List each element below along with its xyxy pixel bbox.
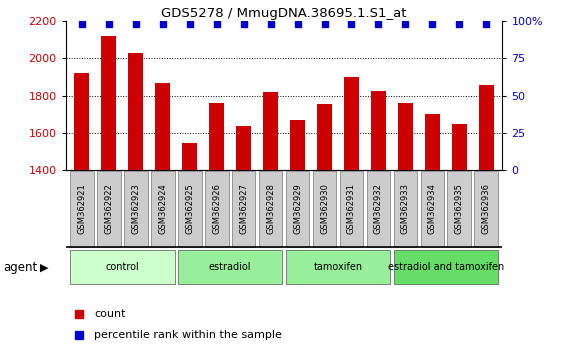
FancyBboxPatch shape [70,250,175,284]
Bar [102,36,116,170]
Text: GSM362934: GSM362934 [428,183,437,234]
Bar [290,120,305,170]
FancyBboxPatch shape [124,171,148,247]
FancyBboxPatch shape [178,250,283,284]
FancyBboxPatch shape [393,171,417,247]
Bar [209,103,224,170]
Bar [452,124,467,170]
FancyBboxPatch shape [313,171,336,247]
FancyBboxPatch shape [205,171,228,247]
FancyBboxPatch shape [393,250,498,284]
Bar [398,103,413,170]
Text: GSM362933: GSM362933 [401,183,410,234]
Text: GSM362929: GSM362929 [293,183,302,234]
Text: GSM362935: GSM362935 [455,183,464,234]
FancyBboxPatch shape [151,171,175,247]
Text: GSM362922: GSM362922 [104,183,113,234]
Text: GSM362925: GSM362925 [185,183,194,234]
Text: estradiol: estradiol [209,262,251,272]
Text: control: control [106,262,139,272]
FancyBboxPatch shape [70,171,94,247]
Text: GSM362923: GSM362923 [131,183,140,234]
Bar [425,114,440,170]
FancyBboxPatch shape [286,250,391,284]
FancyBboxPatch shape [97,171,120,247]
Bar [479,85,494,170]
Text: GSM362936: GSM362936 [482,183,491,234]
Bar [155,84,170,170]
Text: GSM362926: GSM362926 [212,183,221,234]
FancyBboxPatch shape [232,171,255,247]
Text: count: count [94,309,126,319]
Text: GSM362921: GSM362921 [77,183,86,234]
Text: agent: agent [3,261,37,274]
FancyBboxPatch shape [475,171,498,247]
Text: percentile rank within the sample: percentile rank within the sample [94,330,282,341]
Bar [128,53,143,170]
FancyBboxPatch shape [340,171,363,247]
Text: GSM362928: GSM362928 [266,183,275,234]
FancyBboxPatch shape [420,171,444,247]
FancyBboxPatch shape [367,171,391,247]
FancyBboxPatch shape [286,171,309,247]
Bar [344,77,359,170]
Text: GSM362931: GSM362931 [347,183,356,234]
Text: estradiol and tamoxifen: estradiol and tamoxifen [388,262,504,272]
Bar [182,143,197,170]
FancyBboxPatch shape [448,171,471,247]
Bar [236,126,251,170]
FancyBboxPatch shape [259,171,283,247]
Bar [74,73,89,170]
Bar [371,91,386,170]
Bar [317,104,332,170]
FancyBboxPatch shape [178,171,202,247]
Text: GSM362930: GSM362930 [320,183,329,234]
Text: tamoxifen: tamoxifen [313,262,363,272]
Text: GSM362924: GSM362924 [158,183,167,234]
Bar [263,92,278,170]
Text: GSM362932: GSM362932 [374,183,383,234]
Text: ▶: ▶ [40,262,49,272]
Title: GDS5278 / MmugDNA.38695.1.S1_at: GDS5278 / MmugDNA.38695.1.S1_at [162,7,407,20]
Text: GSM362927: GSM362927 [239,183,248,234]
